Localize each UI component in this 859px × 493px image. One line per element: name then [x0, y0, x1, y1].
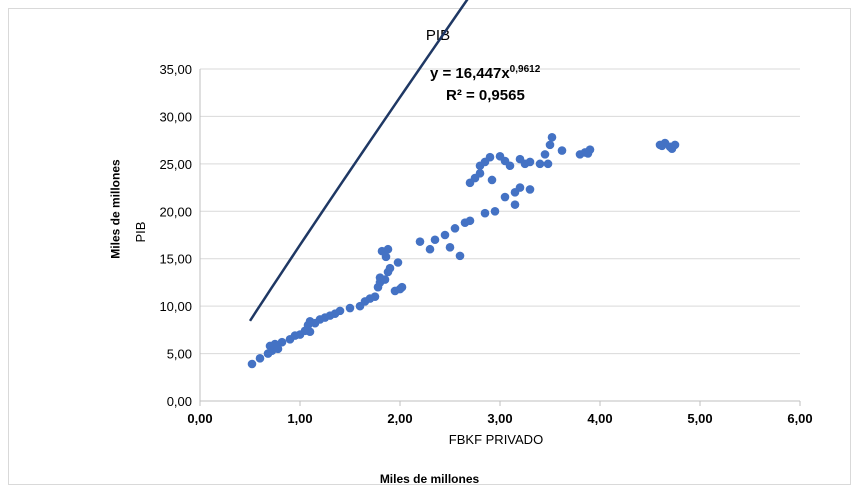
data-point	[657, 141, 667, 151]
data-point	[480, 208, 490, 218]
y-tick-label: 25,00	[159, 157, 192, 172]
chart-frame	[8, 8, 851, 485]
y-tick-label: 0,00	[167, 394, 192, 409]
data-point	[490, 206, 500, 216]
data-points	[247, 132, 680, 369]
data-point	[425, 244, 435, 254]
outer-y-axis-note: Miles de millones	[108, 159, 123, 259]
data-point	[450, 224, 460, 233]
data-point	[380, 275, 390, 284]
data-point	[505, 161, 515, 171]
trendline-equation: y = 16,447x0,9612	[430, 64, 541, 82]
data-point	[515, 183, 525, 192]
r-squared-label: R² = 0,9565	[446, 87, 525, 104]
y-tick-label: 30,00	[159, 109, 192, 124]
data-point	[415, 237, 425, 246]
data-point	[393, 258, 403, 267]
data-point	[543, 159, 553, 169]
y-tick-label: 35,00	[159, 62, 192, 77]
data-point	[247, 359, 257, 369]
axes	[199, 69, 801, 406]
data-point	[345, 303, 355, 313]
data-point	[585, 145, 595, 154]
data-point	[525, 185, 535, 194]
data-point	[273, 344, 283, 354]
x-tick-label: 3,00	[487, 411, 512, 426]
data-point	[397, 282, 407, 292]
data-point	[440, 230, 450, 240]
data-point	[525, 157, 535, 167]
data-point	[385, 263, 395, 273]
y-tick-label: 5,00	[167, 347, 192, 362]
power-trendline	[248, 0, 469, 322]
data-point	[305, 327, 315, 337]
equation-exponent: 0,9612	[510, 64, 541, 75]
y-tick-label: 20,00	[159, 204, 192, 219]
data-point	[465, 216, 475, 226]
equation-base: y = 16,447x	[430, 65, 510, 82]
data-point	[667, 144, 677, 153]
data-point	[510, 200, 520, 209]
y-axis-label: PIB	[133, 222, 148, 243]
gridlines	[200, 68, 800, 355]
tick-labels: 0,00 5,00 10,00 15,00 20,00 25,00 30,00 35,00 0,…	[159, 62, 812, 426]
data-point	[500, 192, 510, 202]
data-point	[381, 252, 391, 262]
data-point	[547, 132, 557, 142]
data-point	[277, 337, 287, 347]
y-tick-label: 10,00	[159, 299, 192, 314]
data-point	[557, 146, 567, 155]
x-tick-label: 4,00	[587, 411, 612, 426]
data-point	[485, 152, 495, 162]
x-tick-label: 1,00	[287, 411, 312, 426]
x-tick-label: 2,00	[387, 411, 412, 426]
data-point	[540, 150, 550, 159]
x-tick-label: 6,00	[787, 411, 812, 426]
data-point	[455, 251, 465, 261]
data-point	[475, 169, 485, 178]
data-point	[487, 175, 497, 185]
data-point	[370, 292, 380, 301]
data-point	[430, 235, 440, 245]
data-point	[545, 140, 555, 150]
data-point	[445, 243, 455, 252]
data-point	[255, 354, 265, 363]
outer-x-axis-note: Miles de millones	[379, 472, 480, 486]
data-point	[335, 306, 345, 316]
data-point	[383, 244, 393, 254]
x-tick-label: 5,00	[687, 411, 712, 426]
y-tick-label: 15,00	[159, 252, 192, 267]
data-point	[535, 159, 545, 169]
x-axis-label: FBKF PRIVADO	[449, 432, 543, 447]
x-tick-label: 0,00	[187, 411, 212, 426]
